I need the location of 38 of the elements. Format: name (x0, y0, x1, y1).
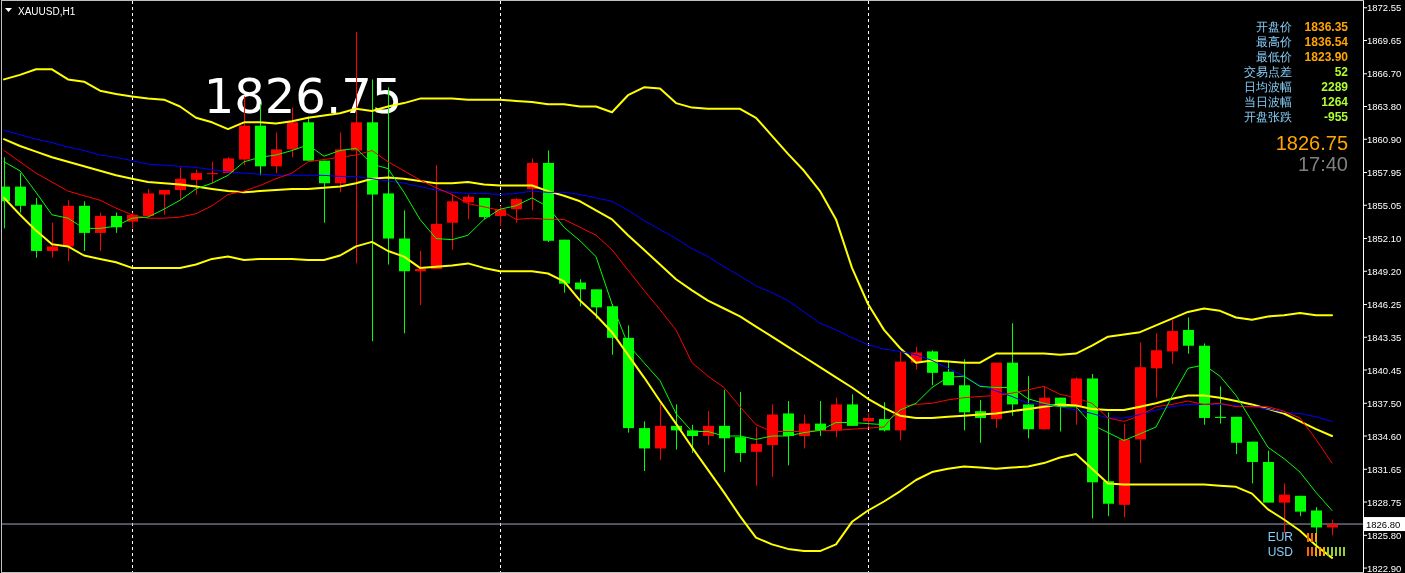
annotation: 17:40 (1297, 153, 1348, 175)
y-tick-label: 1866.70 (1367, 68, 1402, 80)
text: XAUUSD,H1 (18, 6, 76, 17)
y-tick-label: 1857.95 (1367, 167, 1402, 179)
y-tick-label: 1840.45 (1367, 364, 1402, 376)
annotation: USD (1267, 545, 1294, 559)
annotation: 当日波幅 (1244, 95, 1292, 109)
y-tick-label: 1855.05 (1367, 199, 1402, 211)
annotation: 开盘价 (1256, 20, 1292, 34)
y-tick-label: 1846.25 (1367, 299, 1402, 311)
y-tick-label: 1860.90 (1367, 133, 1402, 145)
annotation: -955 (1323, 110, 1349, 124)
annotation: 最低价 (1256, 50, 1292, 64)
annotation: 最高价 (1256, 35, 1292, 49)
annotation: 1826.75 (1275, 132, 1348, 154)
annotation: 2289 (1321, 80, 1349, 94)
y-tick-label: 1822.90 (1367, 562, 1402, 573)
y-tick-label: 1837.50 (1367, 397, 1402, 409)
y-tick-label: 1863.80 (1367, 101, 1402, 113)
y-tick-label: 1869.65 (1367, 35, 1402, 46)
annotation: 1836.35 (1304, 20, 1349, 34)
annotation: 开盘张跌 (1244, 110, 1292, 124)
y-tick-label: 1831.65 (1367, 463, 1402, 475)
ref-line-label: 1826.80 (1366, 518, 1401, 530)
annotation: 1836.54 (1304, 35, 1349, 49)
annotation: EUR (1267, 530, 1294, 544)
annotation: 52 (1334, 65, 1349, 79)
annotation: 交易点差 (1244, 65, 1292, 79)
annotation: 1264 (1321, 95, 1349, 109)
y-tick-label: 1843.35 (1367, 331, 1402, 343)
annotation: 1823.90 (1304, 50, 1349, 64)
y-tick-label: 1825.80 (1367, 529, 1402, 541)
y-tick-label: 1872.55 (1367, 2, 1402, 14)
y-tick-label: 1849.20 (1367, 265, 1402, 277)
annotation: 日均波幅 (1244, 80, 1292, 94)
y-tick-label: 1834.60 (1367, 430, 1402, 442)
y-tick-label: 1828.75 (1367, 496, 1402, 508)
y-tick-label: 1852.10 (1367, 233, 1402, 245)
